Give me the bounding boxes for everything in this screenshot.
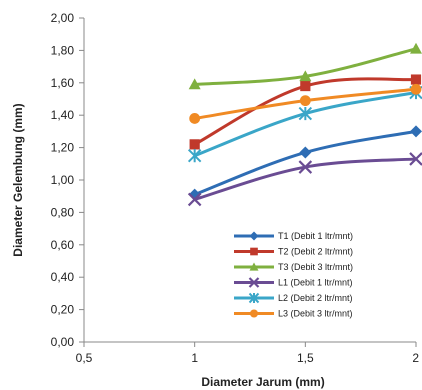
y-tick-label: 0,60 — [51, 238, 75, 252]
y-tick-label: 0,40 — [51, 270, 75, 284]
y-axis-label: Diameter Gelembung (mm) — [11, 103, 25, 256]
x-tick-label: 1 — [191, 351, 198, 365]
data-point-marker — [300, 80, 311, 92]
x-ticks: 0,5 1 1,5 2 — [76, 342, 419, 365]
legend-marker — [248, 292, 260, 304]
y-axis-label-group: Diameter Gelembung (mm) — [11, 103, 25, 256]
data-point-marker — [299, 95, 311, 107]
y-ticks: 0,00 0,20 0,40 0,60 0,80 1,00 1,20 1,40 1,60 1,80… — [51, 11, 84, 349]
series-line — [194, 157, 417, 201]
data-point-marker — [410, 42, 422, 54]
data-point-marker — [299, 70, 312, 82]
legend-item: L1 (Debit 1 ltr/mnt) — [234, 277, 353, 288]
y-tick-label: 2,00 — [51, 11, 75, 25]
legend-item: T2 (Debit 2 ltr/mnt) — [234, 247, 353, 257]
legend-label: L2 (Debit 2 ltr/mnt) — [278, 293, 353, 303]
y-tick-label: 0,20 — [51, 303, 75, 317]
legend-item: L2 (Debit 2 ltr/mnt) — [234, 292, 353, 304]
legend: T1 (Debit 1 ltr/mnt) T2 (Debit 2 ltr/mnt)… — [234, 231, 353, 319]
legend-items: T1 (Debit 1 ltr/mnt) T2 (Debit 2 ltr/mnt)… — [234, 231, 353, 319]
data-point-marker — [410, 125, 422, 138]
legend-item: T1 (Debit 1 ltr/mnt) — [234, 231, 353, 241]
data-point-marker — [189, 113, 201, 124]
data-point-marker — [298, 160, 313, 174]
y-tick-label: 0,80 — [51, 205, 75, 219]
y-tick-label: 1,40 — [51, 108, 75, 122]
legend-item: T3 (Debit 3 ltr/mnt) — [234, 262, 353, 272]
legend-label: T3 (Debit 3 ltr/mnt) — [278, 262, 353, 272]
x-tick-label: 0,5 — [76, 351, 93, 365]
series-l2 — [187, 85, 422, 163]
y-tick-label: 1,80 — [51, 43, 75, 57]
series-t2 — [189, 74, 422, 150]
data-point-marker — [189, 139, 200, 150]
x-tick-label: 2 — [412, 351, 419, 365]
data-point-marker — [410, 83, 422, 95]
series-l1 — [187, 152, 422, 207]
legend-marker — [249, 309, 259, 318]
legend-label: T1 (Debit 1 ltr/mnt) — [278, 231, 353, 241]
series-t1 — [188, 125, 422, 201]
y-tick-label: 1,60 — [51, 76, 75, 90]
data-point-marker — [187, 148, 202, 163]
y-tick-label: 1,00 — [51, 173, 75, 187]
series-layer — [187, 42, 422, 207]
data-point-marker — [409, 152, 422, 166]
y-tick-label: 0,00 — [51, 335, 75, 349]
legend-marker — [248, 277, 260, 288]
data-point-marker — [410, 74, 422, 85]
legend-marker — [249, 262, 259, 271]
data-point-marker — [188, 78, 201, 90]
legend-label: L1 (Debit 1 ltr/mnt) — [278, 278, 353, 288]
legend-marker — [249, 231, 259, 241]
y-tick-label: 1,20 — [51, 141, 75, 155]
legend-marker — [250, 247, 258, 256]
series-t3 — [188, 42, 422, 90]
data-point-marker — [299, 146, 312, 159]
legend-label: T2 (Debit 2 ltr/mnt) — [278, 247, 353, 257]
data-point-marker — [298, 106, 313, 121]
x-axis-label: Diameter Jarum (mm) — [201, 375, 324, 389]
legend-item: L3 (Debit 3 ltr/mnt) — [234, 309, 353, 319]
series-l3 — [189, 83, 422, 124]
legend-label: L3 (Debit 3 ltr/mnt) — [278, 309, 353, 319]
x-tick-label: 1,5 — [297, 351, 314, 365]
data-point-marker — [187, 192, 202, 207]
